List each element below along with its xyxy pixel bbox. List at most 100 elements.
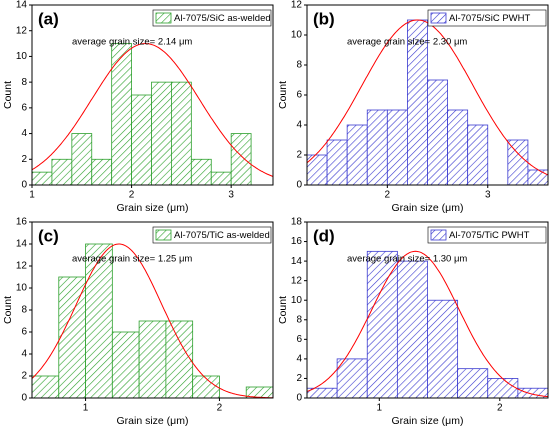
annotation: average grain size= 2.30 μm — [347, 37, 467, 48]
y-tick-label: 6 — [21, 327, 27, 338]
histogram-bar — [51, 158, 73, 186]
y-axis-label: Count — [277, 81, 289, 109]
histogram-bar — [131, 94, 152, 186]
annotation: average grain size= 2.14 μm — [72, 37, 192, 48]
y-tick-label: 12 — [16, 25, 28, 36]
x-tick-label: 3 — [228, 190, 234, 201]
y-tick-label: 4 — [21, 349, 27, 360]
y-tick-label: 0 — [21, 393, 27, 404]
panel-label: (c) — [38, 226, 59, 245]
y-tick-label: 8 — [21, 305, 27, 316]
y-tick-label: 2 — [296, 373, 302, 384]
x-axis-label: Grain size (μm) — [392, 415, 464, 427]
y-tick-label: 14 — [16, 239, 28, 250]
histogram-bar — [366, 109, 388, 186]
histogram-bar — [427, 299, 459, 399]
x-tick-label: 2 — [497, 403, 503, 414]
histogram-bar — [457, 368, 489, 399]
fit-curve — [307, 250, 548, 398]
legend-swatch — [430, 229, 447, 241]
histogram-bar — [527, 169, 549, 186]
y-tick-label: 0 — [296, 180, 302, 191]
histogram-bar — [386, 109, 408, 186]
histogram-bar — [190, 158, 212, 186]
y-tick-label: 18 — [291, 217, 303, 228]
legend-swatch — [430, 12, 447, 24]
histogram-bar — [326, 139, 348, 186]
y-tick-label: 8 — [21, 77, 27, 88]
y-axis-label: Count — [277, 296, 289, 324]
x-axis-label: Grain size (μm) — [117, 202, 189, 214]
histogram-bar — [31, 375, 60, 399]
panel-label: (b) — [313, 9, 335, 28]
legend-frame — [152, 226, 272, 244]
histogram-bar — [467, 124, 489, 186]
y-tick-label: 2 — [21, 371, 27, 382]
y-tick-label: 6 — [296, 334, 302, 345]
histogram-bar — [171, 81, 192, 186]
y-tick-label: 10 — [16, 51, 28, 62]
y-tick-label: 12 — [291, 275, 303, 286]
panel-label: (a) — [38, 9, 59, 28]
legend-swatch — [155, 229, 172, 241]
y-tick-label: 16 — [291, 236, 303, 247]
histogram-bar — [447, 109, 469, 186]
annotation: average grain size= 1.25 μm — [72, 254, 192, 265]
y-tick-label: 4 — [296, 120, 302, 131]
x-tick-label: 2 — [217, 403, 223, 414]
y-tick-label: 14 — [291, 256, 303, 267]
y-tick-label: 8 — [296, 60, 302, 71]
histogram-bar — [85, 243, 113, 399]
y-tick-label: 10 — [291, 295, 303, 306]
histogram-bar — [165, 320, 194, 399]
panel-label: (d) — [313, 226, 335, 245]
y-tick-label: 4 — [296, 354, 302, 365]
legend-swatch — [155, 12, 172, 24]
legend-label: Al-7075/TiC as-welded — [174, 230, 270, 241]
histogram-bar — [151, 81, 172, 186]
y-tick-label: 6 — [296, 90, 302, 101]
x-tick-label: 1 — [83, 403, 89, 414]
histogram-bar — [396, 260, 428, 399]
histogram-bar — [336, 358, 368, 399]
y-tick-label: 14 — [16, 0, 28, 11]
x-tick-label: 2 — [385, 190, 391, 201]
histogram-bar — [230, 133, 252, 186]
histogram-bar — [31, 171, 53, 186]
histogram-bar — [210, 171, 232, 186]
histogram-bar — [427, 79, 448, 186]
y-axis-label: Count — [2, 296, 14, 324]
y-tick-label: 0 — [21, 180, 27, 191]
legend-frame — [427, 226, 547, 244]
plot-frame — [31, 4, 274, 186]
legend-label: Al-7075/SiC as-welded — [174, 13, 271, 24]
y-tick-label: 12 — [291, 0, 303, 11]
x-tick-label: 3 — [485, 190, 491, 201]
legend-frame — [427, 9, 547, 27]
x-axis-label: Grain size (μm) — [392, 202, 464, 214]
y-tick-label: 2 — [21, 154, 27, 165]
x-tick-label: 1 — [377, 403, 383, 414]
y-tick-label: 4 — [21, 128, 27, 139]
histogram-bar — [192, 375, 220, 399]
histogram-bar — [91, 158, 113, 186]
histogram-bar — [346, 124, 368, 186]
histogram-bar — [366, 250, 398, 399]
annotation: average grain size= 1.30 μm — [347, 254, 467, 265]
y-tick-label: 10 — [16, 283, 28, 294]
y-tick-label: 8 — [296, 314, 302, 325]
histogram-bar — [507, 139, 529, 186]
legend-frame — [152, 9, 272, 27]
histogram-bar — [487, 378, 519, 399]
y-tick-label: 6 — [21, 102, 27, 113]
y-tick-label: 2 — [296, 150, 302, 161]
x-axis-label: Grain size (μm) — [117, 415, 189, 427]
fit-curve — [307, 19, 548, 176]
legend-label: Al-7075/TiC PWHT — [449, 230, 530, 241]
fit-curve — [32, 43, 273, 177]
fit-curve — [32, 243, 273, 398]
plot-frame — [306, 221, 549, 399]
x-tick-label: 2 — [129, 190, 135, 201]
x-tick-label: 1 — [29, 190, 35, 201]
